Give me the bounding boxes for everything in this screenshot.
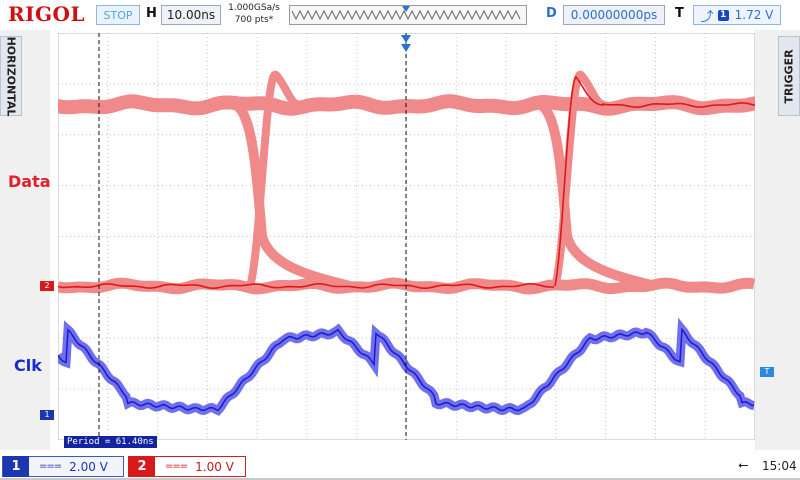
trigger-source-badge: 1 xyxy=(717,9,729,21)
delay-value[interactable]: 0.00000000ps xyxy=(563,5,665,25)
run-stop-indicator[interactable]: STOP xyxy=(96,5,140,25)
trigger-position-icon xyxy=(401,44,411,52)
memory-waveform-overview xyxy=(290,6,526,24)
horizontal-label: H xyxy=(146,6,157,21)
trigger-position-icon xyxy=(401,35,411,43)
data-trace xyxy=(58,282,555,289)
trigger-level: 1.72 V xyxy=(734,8,774,22)
rising-edge-icon: ⤴ xyxy=(700,9,714,25)
dc-coupling-icon: === xyxy=(165,461,188,472)
data-falling-edge-persistence xyxy=(232,100,352,291)
horizontal-menu-tab[interactable]: HORIZONTAL xyxy=(0,36,22,116)
memory-depth: 700 pts* xyxy=(234,15,274,25)
period-measurement: Period = 61.40ns xyxy=(64,436,157,448)
dc-coupling-icon: === xyxy=(39,461,62,472)
usb-icon: ⭠ xyxy=(738,458,749,473)
brand-logo: RIGOL xyxy=(8,2,86,26)
memory-position-marker xyxy=(402,6,410,12)
status-bar: RIGOL STOP H 10.00ns 1.000GSa/s 700 pts*… xyxy=(0,0,800,30)
clock: 15:04 xyxy=(762,459,797,473)
timebase-value[interactable]: 10.00ns xyxy=(161,5,221,25)
data-falling-edge-persistence xyxy=(537,100,657,291)
ch2-settings[interactable]: 2 === 1.00 V xyxy=(128,456,246,477)
clk-trace xyxy=(58,327,755,412)
ch1-offset-marker[interactable]: 1 xyxy=(40,410,54,420)
cursor-markers xyxy=(98,33,411,440)
ch1-number: 1 xyxy=(3,456,29,477)
ch2-number: 2 xyxy=(129,456,155,477)
ch1-scale: 2.00 V xyxy=(69,459,108,474)
trigger-level-marker[interactable]: T xyxy=(760,367,774,377)
data-trace xyxy=(554,75,755,287)
data-channel-label: Data xyxy=(8,172,51,191)
ch2-offset-marker[interactable]: 2 xyxy=(40,281,54,291)
data-rising-edge-persistence xyxy=(551,70,606,288)
ch1-settings[interactable]: 1 === 2.00 V xyxy=(2,456,124,477)
trigger-label: T xyxy=(675,6,684,21)
delay-label: D xyxy=(546,6,557,21)
clk-channel-label: Clk xyxy=(14,356,42,375)
sample-rate: 1.000GSa/s xyxy=(228,3,280,13)
memory-overview[interactable] xyxy=(289,5,527,25)
trigger-settings[interactable]: ⤴ 1 1.72 V xyxy=(693,5,781,25)
waveform-display[interactable] xyxy=(58,33,755,440)
trigger-menu-tab[interactable]: TRIGGER xyxy=(778,36,800,116)
bottom-divider xyxy=(0,478,800,480)
data-rising-edge-persistence xyxy=(246,70,301,288)
ch2-scale: 1.00 V xyxy=(195,459,234,474)
